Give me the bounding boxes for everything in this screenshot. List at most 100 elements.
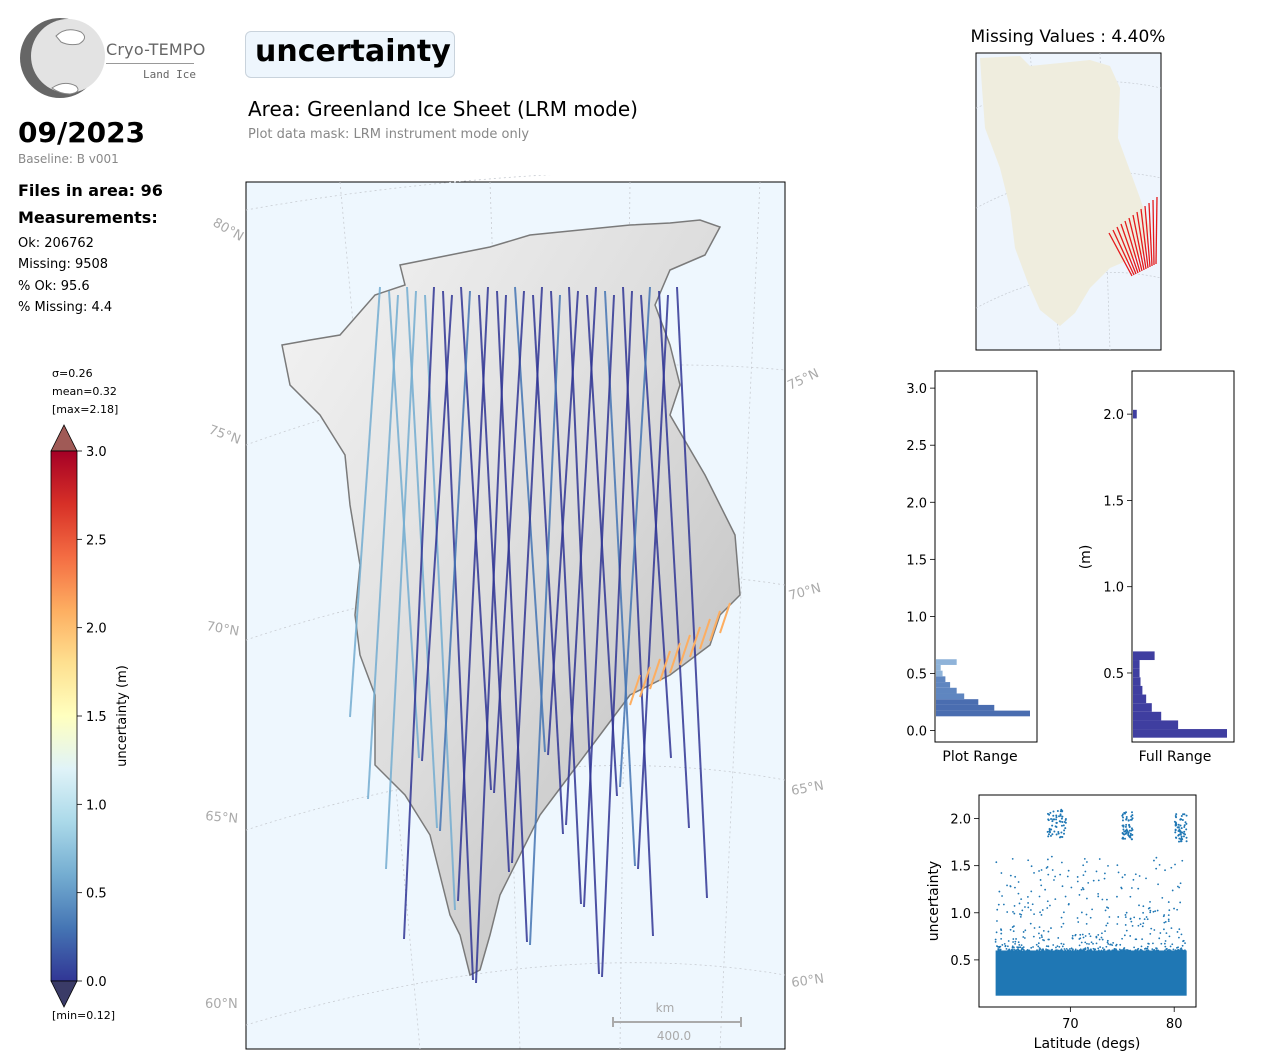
scatter-point bbox=[1062, 832, 1065, 835]
scatter-point bbox=[1046, 830, 1049, 833]
hist-bar bbox=[1133, 720, 1179, 730]
scatter-point bbox=[1163, 928, 1165, 931]
ytick-label: 2.0 bbox=[1103, 408, 1124, 423]
scatter-point bbox=[1102, 948, 1105, 951]
scatter-point bbox=[1090, 949, 1093, 952]
scatter-point bbox=[1095, 936, 1098, 939]
scatter-point bbox=[1179, 948, 1182, 950]
scatter-point bbox=[1001, 944, 1004, 946]
scatter-point bbox=[1017, 946, 1020, 949]
scatter-point bbox=[1088, 932, 1091, 935]
scatter-point bbox=[1164, 940, 1167, 942]
scatter-point bbox=[1097, 895, 1100, 898]
scatter-point bbox=[1116, 895, 1118, 898]
scatter-point bbox=[1082, 936, 1085, 939]
scatter-point bbox=[1142, 911, 1145, 914]
xtick-label: 80 bbox=[1166, 1017, 1183, 1032]
colorbar-sigma: σ=0.26 bbox=[52, 367, 93, 380]
scatter-point bbox=[1182, 939, 1185, 942]
scatter-point bbox=[1026, 948, 1029, 951]
scatter-point bbox=[1049, 834, 1052, 837]
scatter-point bbox=[1163, 921, 1166, 924]
scatter-point bbox=[1086, 949, 1089, 952]
hist-bar bbox=[1133, 660, 1140, 669]
scatter-point bbox=[1056, 945, 1059, 948]
scatter-point bbox=[1106, 939, 1109, 942]
scatter-point bbox=[1019, 915, 1022, 918]
scatter-point bbox=[1045, 949, 1048, 952]
scatter-point bbox=[1063, 829, 1066, 832]
satellite-track bbox=[511, 286, 543, 864]
scatter-point bbox=[1134, 949, 1137, 952]
colorbar-tick-label: 2.0 bbox=[86, 622, 107, 637]
scatter-point bbox=[1153, 859, 1155, 862]
hist1-frame bbox=[934, 370, 1038, 743]
scatter-point bbox=[1176, 931, 1179, 933]
scatter-point bbox=[1009, 928, 1012, 931]
scatter-point bbox=[1142, 922, 1145, 925]
period-date: 09/2023 bbox=[18, 116, 146, 149]
hist-bar bbox=[1133, 694, 1147, 704]
colorbar-tick-label: 0.5 bbox=[86, 887, 107, 902]
scatter-point bbox=[994, 938, 997, 941]
scatter-point bbox=[1130, 829, 1133, 832]
scatter-point bbox=[1013, 912, 1016, 915]
scatter-point bbox=[1030, 890, 1033, 893]
scatter-point bbox=[1086, 861, 1088, 863]
scatter-point bbox=[1183, 949, 1186, 952]
scatter-point bbox=[1047, 945, 1050, 948]
scatter-point bbox=[1057, 937, 1060, 939]
scatter-point bbox=[1124, 837, 1127, 840]
satellite-track bbox=[367, 294, 399, 800]
hist2-frame bbox=[1131, 370, 1235, 743]
hist-bar bbox=[936, 693, 965, 700]
scatter-point bbox=[1041, 909, 1044, 911]
scatter-point bbox=[1013, 925, 1015, 928]
hist-bar bbox=[936, 687, 957, 694]
scatter-point bbox=[1041, 936, 1043, 938]
scatter-point bbox=[1060, 925, 1063, 928]
scatter-point bbox=[998, 945, 1001, 948]
scatter-point bbox=[1063, 948, 1066, 950]
scatter-point bbox=[1040, 914, 1043, 916]
scatter-point bbox=[1061, 945, 1064, 948]
scatter-point bbox=[1149, 900, 1151, 903]
scatter-point bbox=[1175, 836, 1178, 839]
scatter-point bbox=[1158, 937, 1161, 940]
scatter-point bbox=[1052, 944, 1055, 946]
scatter-point bbox=[1123, 833, 1126, 836]
scatter-point bbox=[1124, 825, 1127, 828]
scatter-point bbox=[1089, 935, 1092, 938]
scatter-point bbox=[1054, 875, 1057, 878]
scatter-point bbox=[1177, 829, 1180, 832]
scatter-point bbox=[1064, 827, 1067, 830]
scatter-point bbox=[1030, 865, 1033, 868]
scatter-point bbox=[1184, 942, 1186, 945]
scatter-point bbox=[1085, 913, 1088, 916]
scatter-point bbox=[1169, 949, 1172, 952]
scatter-point bbox=[1176, 946, 1178, 949]
scatter-point bbox=[1131, 814, 1134, 817]
inset-map bbox=[975, 52, 1162, 351]
scatter-point bbox=[1179, 882, 1182, 885]
scatter-point bbox=[1086, 946, 1089, 949]
scatter-point bbox=[1061, 810, 1064, 813]
scatter-point bbox=[1130, 815, 1133, 818]
satellite-track bbox=[421, 294, 453, 762]
scatter-point bbox=[1060, 808, 1063, 811]
scatter-point bbox=[1181, 819, 1184, 822]
scatter-point bbox=[1095, 942, 1098, 945]
scatter-point bbox=[1053, 879, 1055, 881]
scatter-point bbox=[1059, 835, 1062, 838]
scatter-point bbox=[1159, 932, 1162, 934]
scatter-point bbox=[1040, 869, 1043, 871]
scatter-point bbox=[1081, 887, 1084, 889]
scatter-point bbox=[1128, 824, 1131, 827]
scatter-point bbox=[1184, 821, 1187, 824]
scatter-point bbox=[1097, 947, 1100, 950]
scatter-point bbox=[1060, 861, 1063, 864]
scatter-point bbox=[1178, 837, 1181, 840]
scatter-point bbox=[1050, 855, 1053, 858]
scatter-point bbox=[1061, 815, 1064, 818]
scatter-point bbox=[1081, 933, 1084, 936]
